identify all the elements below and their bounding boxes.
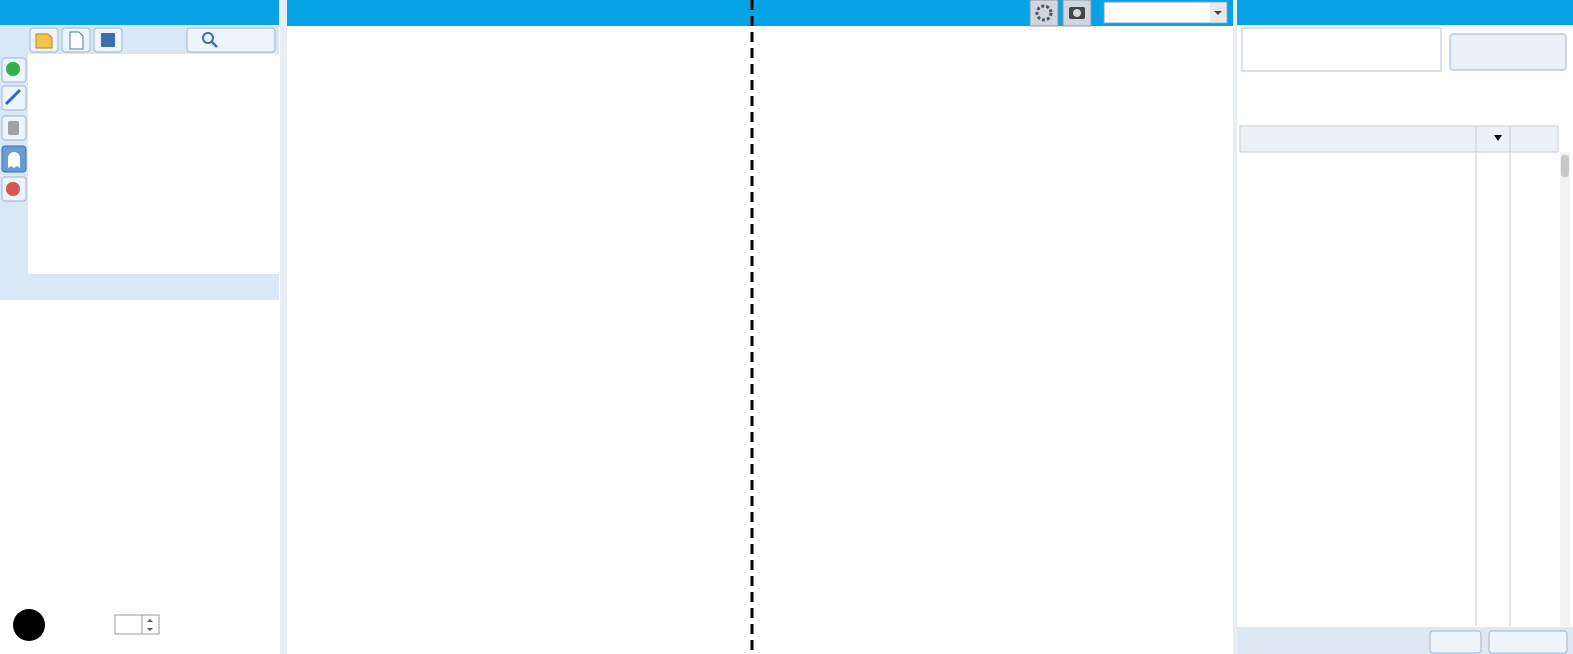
graph-search[interactable]: [1103, 1, 1228, 24]
toolbar-buttons: [29, 27, 276, 53]
badge: [13, 609, 45, 641]
query-input[interactable]: [1241, 27, 1442, 72]
search-icon: [202, 32, 214, 44]
spinner-arrows[interactable]: [147, 619, 153, 631]
sort-arrow: [1494, 135, 1502, 141]
scrollbar-thumb[interactable]: [1561, 155, 1569, 177]
search-button[interactable]: [186, 27, 276, 53]
graph-panel: [287, 0, 1233, 654]
graph-toolbar: [1029, 0, 1228, 27]
node-tool-icon: [6, 62, 20, 76]
camera-lens: [1073, 9, 1081, 17]
query-header: [0, 0, 279, 25]
delete-tool-icon: [8, 121, 19, 135]
run-tool-icon: [6, 182, 20, 196]
settings-icon: [1035, 4, 1053, 22]
query-panel: [0, 0, 280, 654]
settings-button[interactable]: [1029, 0, 1059, 27]
spinner-box[interactable]: [114, 614, 160, 635]
query-footer-strip: [28, 274, 279, 300]
new-icon: [69, 31, 84, 50]
open-icon: [35, 33, 53, 49]
tool-icons: [1, 57, 27, 202]
search-dropdown-arrow: [1214, 11, 1222, 15]
embeddings-header: [1237, 0, 1573, 25]
save-icon: [101, 33, 115, 47]
edge-tool-icon: [4, 88, 22, 106]
ghost-tool-icon: [8, 152, 20, 168]
scrollbar[interactable]: [1560, 152, 1570, 626]
clear-button[interactable]: [1429, 630, 1482, 654]
embeddings-panel: [1237, 0, 1573, 654]
search-icon-handle: [211, 41, 218, 48]
table-header: [1239, 125, 1559, 153]
spinner: [114, 614, 160, 635]
visualize-button[interactable]: [1488, 630, 1568, 654]
list-embeddings-button[interactable]: [1449, 33, 1567, 71]
